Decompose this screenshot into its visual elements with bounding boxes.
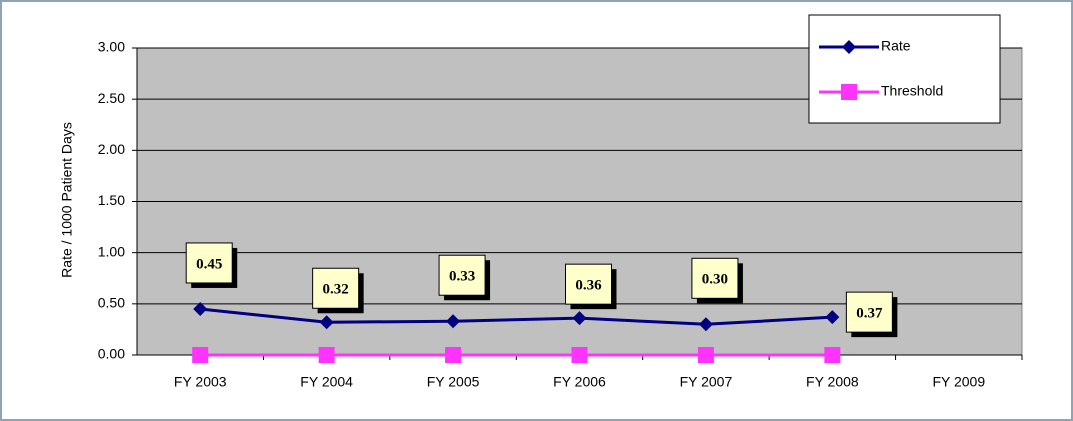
y-tick-label: 1.00: [98, 243, 125, 259]
point: [445, 347, 462, 363]
x-tick-label: FY 2008: [806, 374, 859, 390]
label-box: [691, 257, 739, 299]
data-label: 0.45: [196, 256, 222, 272]
point: [446, 314, 461, 329]
label-box: [185, 242, 233, 284]
label-box: [565, 263, 612, 305]
y-tick-label: 2.00: [98, 141, 125, 157]
y-tick-label: 2.50: [98, 90, 125, 106]
y-axis-title: Rate / 1000 Patient Days: [59, 122, 75, 278]
point: [319, 315, 334, 330]
label-box: [438, 254, 486, 296]
x-tick-label: FY 2009: [932, 374, 985, 390]
x-tick-label: FY 2005: [427, 374, 480, 390]
data-label: 0.36: [575, 278, 602, 294]
y-tick-label: 1.50: [98, 192, 125, 208]
legend-box: [808, 14, 1001, 124]
point: [697, 347, 714, 363]
data-label: 0.32: [323, 282, 349, 298]
data-label: 0.30: [702, 272, 728, 288]
x-tick-label: FY 2007: [680, 374, 733, 390]
x-tick-label: FY 2006: [553, 374, 606, 390]
point: [825, 310, 840, 325]
legend-label: Threshold: [881, 83, 943, 99]
y-tick-label: 3.00: [98, 39, 125, 55]
label-box: [845, 291, 893, 333]
legend-marker: [842, 40, 856, 54]
point: [698, 317, 713, 332]
y-tick-label: 0.00: [98, 346, 125, 362]
point: [192, 347, 209, 363]
point: [193, 301, 208, 316]
legend-marker: [841, 84, 857, 100]
data-label: 0.33: [449, 269, 475, 285]
point: [571, 347, 588, 363]
series-line: [200, 307, 833, 326]
legend-label: Rate: [881, 38, 911, 54]
point: [318, 347, 335, 363]
point: [824, 347, 841, 363]
x-tick-label: FY 2004: [300, 374, 353, 390]
label-box: [312, 267, 360, 309]
data-label: 0.37: [856, 306, 883, 322]
x-tick-label: FY 2003: [174, 374, 227, 390]
y-tick-label: 0.50: [98, 295, 125, 311]
point: [572, 311, 587, 326]
